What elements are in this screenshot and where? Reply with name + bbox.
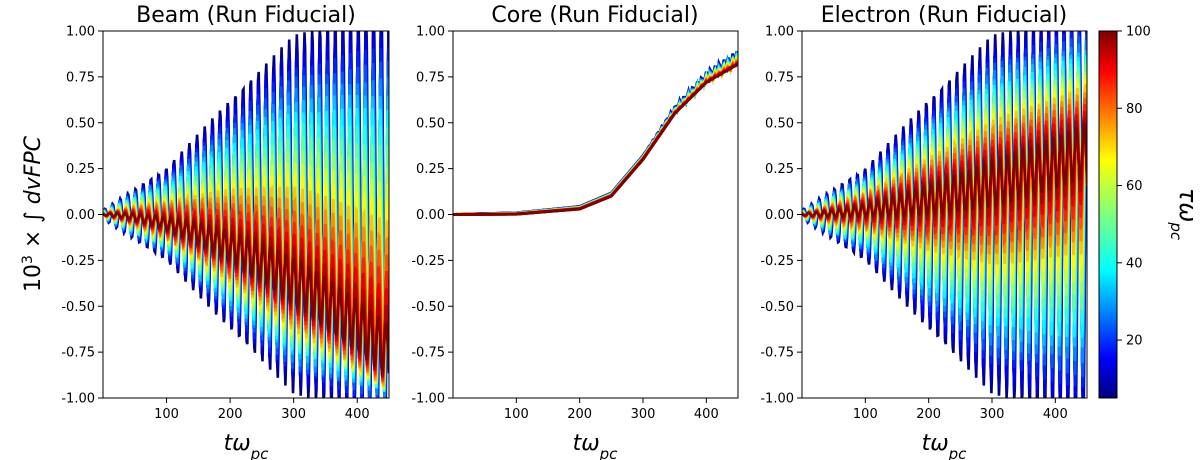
- colorbar-tick-label: 40: [1126, 256, 1143, 271]
- panel-title-electron: Electron (Run Fiducial): [821, 3, 1067, 28]
- curve-tau-100: [802, 120, 1087, 219]
- y-tick-label: -0.75: [760, 346, 794, 361]
- y-tick-label: 0.25: [765, 162, 794, 177]
- y-tick-label: -0.25: [61, 254, 95, 269]
- y-axis-label: 103 × ∫ dvFPC: [20, 135, 46, 292]
- y-tick-label: 0.50: [416, 116, 445, 131]
- y-tick-label: 0.75: [66, 70, 95, 85]
- y-tick-label: -0.75: [61, 346, 95, 361]
- y-label-exp: 3: [20, 255, 36, 264]
- y-tick-label: 0.50: [765, 116, 794, 131]
- y-tick-label: -1.00: [760, 392, 794, 407]
- panel-core: 100 200 300 400 1.00 0.75 0.50 0.25 0.00 -0.25 -0.…: [411, 25, 739, 422]
- curve-tau-100: [453, 62, 738, 216]
- curve-tau-20: [453, 53, 738, 216]
- y-tick-label: 1.00: [66, 25, 95, 40]
- curve-tau-70: [453, 57, 738, 216]
- y-tick-label: 0.25: [416, 162, 445, 177]
- curve-tau-100: [103, 212, 389, 378]
- y-tick-label: -1.00: [411, 392, 445, 407]
- x-tick-label: 300: [631, 407, 656, 422]
- x-tick-label: 100: [154, 407, 179, 422]
- x-tick-label: 400: [694, 407, 719, 422]
- x-axis-label-core: tωpc: [573, 431, 619, 460]
- y-tick-label: 0.00: [66, 208, 95, 223]
- y-tick-label: -0.75: [411, 346, 445, 361]
- x-tick-label: 200: [218, 407, 243, 422]
- curve-tau-60: [453, 55, 738, 216]
- panel-beam: 100 200 300 400 1.00 0.75 0.50 0.25 0.00 -0.25 -0.…: [61, 25, 390, 422]
- y-tick-label: -0.50: [411, 300, 445, 315]
- y-label-rest: × ∫ dvFPC: [21, 135, 46, 255]
- y-tick-label: 0.75: [416, 70, 445, 85]
- curve-tau-45: [453, 52, 738, 216]
- curve-tau-65: [453, 56, 738, 216]
- y-tick-label: 0.50: [66, 116, 95, 131]
- y-tick-label: -0.25: [411, 254, 445, 269]
- x-tick-label: 200: [916, 407, 941, 422]
- colorbar-label: τωpc: [1167, 188, 1200, 241]
- colorbar-tick-label: 80: [1126, 102, 1143, 117]
- x-tick-label: 200: [567, 407, 592, 422]
- colorbar-gradient: [1098, 30, 1118, 399]
- x-axis-label-beam: tωpc: [224, 431, 270, 460]
- x-tick-label: 300: [281, 407, 306, 422]
- curve-tau-30: [453, 54, 738, 216]
- curve-tau-40: [453, 50, 738, 216]
- y-label-prefix: 10: [21, 264, 46, 292]
- x-tick-label: 400: [1043, 407, 1068, 422]
- y-tick-label: -0.50: [760, 300, 794, 315]
- y-tick-label: 0.25: [66, 162, 95, 177]
- x-axis-label-electron: tωpc: [922, 431, 968, 460]
- colorbar-tick-label: 60: [1126, 179, 1143, 194]
- x-tick-label: 100: [504, 407, 529, 422]
- panel-electron: 100 200 300 400 1.00 0.75 0.50 0.25 0.00 -0.25 -0.…: [760, 25, 1088, 422]
- curve-tau-5: [453, 50, 738, 216]
- y-tick-label: -1.00: [61, 392, 95, 407]
- panel-title-beam: Beam (Run Fiducial): [136, 3, 356, 28]
- curve-tau-15: [453, 52, 738, 216]
- x-tick-label: 100: [853, 407, 878, 422]
- x-tick-label: 300: [980, 407, 1005, 422]
- y-tick-label: 1.00: [765, 25, 794, 40]
- y-tick-label: 1.00: [416, 25, 445, 40]
- colorbar-tick-label: 100: [1126, 25, 1151, 40]
- y-tick-label: -0.25: [760, 254, 794, 269]
- y-tick-label: -0.50: [61, 300, 95, 315]
- curve-tau-55: [453, 54, 738, 216]
- y-tick-label: 0.75: [765, 70, 794, 85]
- y-tick-label: 0.00: [416, 208, 445, 223]
- colorbar-tick-label: 20: [1126, 334, 1143, 349]
- curve-tau-35: [453, 49, 738, 216]
- y-tick-label: 0.00: [765, 208, 794, 223]
- curve-tau-75: [453, 58, 738, 216]
- curve-tau-50: [453, 53, 738, 216]
- panel-title-core: Core (Run Fiducial): [491, 3, 698, 28]
- curve-tau-10: [453, 51, 738, 216]
- colorbar: 20 40 60 80 100 τωpc: [1098, 25, 1200, 399]
- x-tick-label: 400: [345, 407, 370, 422]
- curve-tau-25: [453, 53, 738, 216]
